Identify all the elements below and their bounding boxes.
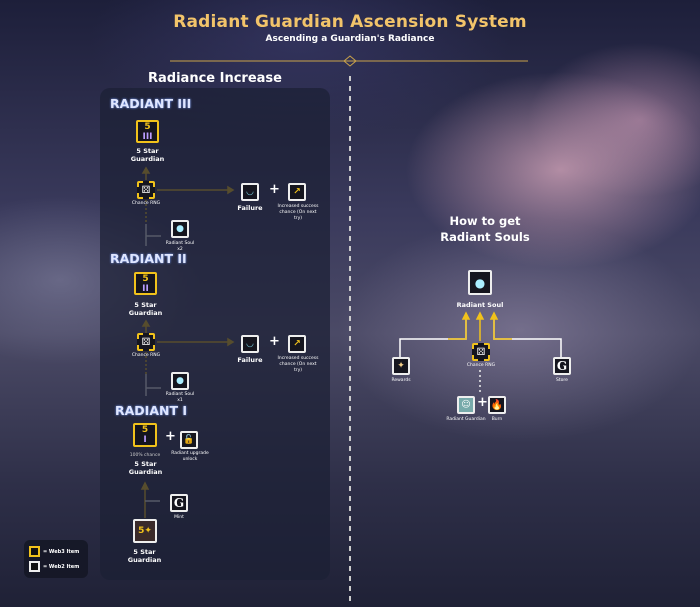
plus-icon: + [269,334,280,349]
tier-radiant-1-title: RADIANT I [115,403,187,418]
store-label: Store [556,378,568,383]
radiance-increase-title: Radiance Increase [148,71,282,86]
radiant-soul-icon: ● [171,372,189,390]
tier-radiant-2-title: RADIANT II [110,251,187,266]
bonus-label: Increased success chance (On next try) [277,356,319,373]
rng-label: Chance RNG [131,201,161,206]
legend-web3-label: = Web3 Item [43,548,80,555]
consume-qty: x2 [177,247,183,252]
failure-label: Failure [237,356,263,364]
dice-icon: ⚄ [137,333,155,351]
tier-radiant-3-title: RADIANT III [110,96,192,111]
star-level: 5 [142,273,149,284]
dice-icon: ⚄ [137,181,155,199]
plus-icon: + [269,182,280,197]
radiant-soul-icon: ● [468,270,492,295]
legend-web2-label: = Web2 Item [43,563,80,570]
star-level: 5 [144,121,151,132]
consume-label: Radiant Soul [165,241,195,246]
unlock-icon: 🔓 [180,431,198,449]
rng-label: Chance RNG [131,353,161,358]
consume-label: Radiant Soul [165,392,195,397]
plus-icon: + [477,395,488,410]
page-title: Radiant Guardian Ascension System [173,12,527,32]
mint-label: Mint [174,515,184,520]
failure-icon: ◡ [241,183,259,201]
failure-label: Failure [237,204,263,212]
star-level: 5 [141,425,149,435]
radiant-guardian-portrait: ☺ [457,396,475,414]
unlock-label: Radiant upgrade unlock [171,451,209,462]
tier-numeral: III [142,131,153,142]
increase-chart-icon: ↗ [288,183,306,201]
result-label: 5 Star Guardian [130,147,165,163]
result-label: 5 Star Guardian [128,301,163,317]
bonus-label: Increased success chance (On next try) [277,204,319,221]
burn-fire-icon: 🔥 [488,396,506,414]
tier-numeral: II [142,283,149,294]
title-line-2: Radiant Souls [440,230,530,244]
dice-icon: ⚄ [472,343,490,361]
tier-numeral: I [143,435,147,445]
legend: = Web3 Item = Web2 Item [24,540,88,578]
rewards-sparkle-icon: ✦ [392,357,410,375]
divider-diamond [343,55,357,67]
failure-icon: ◡ [241,335,259,353]
radiant-soul-label: Radiant Soul [456,301,504,309]
rng-label: Chance RNG [466,363,496,368]
legend-web2: = Web2 Item [29,561,79,572]
store-g-icon: G [553,357,571,375]
web3-swatch [29,546,40,557]
base-label: 5 Star Guardian [127,548,162,564]
radiant-souls-title: How to get Radiant Souls [420,213,550,245]
result-label: 5 Star Guardian [128,460,163,476]
radiant-soul-icon: ● [171,220,189,238]
increase-chart-icon: ↗ [288,335,306,353]
mint-g-icon: G [170,494,188,512]
radiant-guardian-label: Radiant Guardian [446,417,486,422]
legend-web3: = Web3 Item [29,546,79,557]
consume-qty: x1 [177,398,183,403]
chance-label: 100% chance [129,453,161,458]
base-guardian-icon: 5✦ [133,519,157,543]
title-line-1: How to get [449,214,521,228]
five-star-guardian-icon: 5 III [136,120,159,143]
five-star-guardian-icon: 5 II [134,272,157,295]
rewards-label: Rewards [391,378,411,383]
page-subtitle: Ascending a Guardian's Radiance [265,34,435,44]
web2-swatch [29,561,40,572]
plus-icon: + [165,429,176,444]
burn-label: Burn [491,417,503,422]
